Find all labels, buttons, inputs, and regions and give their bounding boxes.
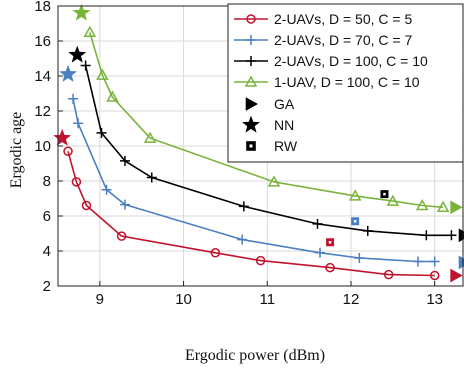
legend-marker [242,115,260,133]
legend-entry: 2-UAVs, D = 70, C = 7 [234,32,412,48]
data-point [143,131,157,143]
legend: 2-UAVs, D = 50, C = 5 2-UAVs, D = 70, C =… [227,3,464,163]
legend-label: GA [274,96,295,112]
x-tick-label: 11 [259,291,275,308]
data-point [101,184,112,195]
series-line [89,32,444,209]
legend-marker [244,75,258,87]
data-point [146,172,157,183]
data-point [421,230,432,241]
data-point [267,175,281,187]
legend-marker [246,141,256,151]
y-tick-label: 4 [43,243,51,260]
legend-label: 1-UAV, D = 100, C = 10 [274,74,420,90]
legend-entry: 2-UAVs, D = 50, C = 5 [234,11,412,27]
scheme-point-nn [53,128,72,146]
y-axis-title: Ergodic age [8,112,25,189]
data-point [238,201,249,212]
x-tick-label: 9 [96,291,104,308]
data-point [386,194,400,206]
legend-box [227,3,464,163]
y-tick-label: 16 [34,33,51,50]
x-tick-label: 12 [343,291,360,308]
x-tick-label: 10 [175,291,192,308]
series-layer [63,25,457,281]
data-point [96,127,107,138]
data-point [68,93,79,104]
y-tick-label: 6 [43,208,51,225]
series-2 [68,93,440,267]
data-point [210,248,221,258]
legend-marker [246,35,256,45]
legend-label: 2-UAVs, D = 100, C = 10 [274,53,428,69]
data-point [362,225,373,236]
data-point [119,155,130,166]
data-point [63,146,73,156]
data-point [80,60,91,71]
data-point [116,231,127,241]
y-tick-label: 18 [34,0,51,15]
series-1 [63,146,440,281]
data-point [119,199,130,210]
y-tick-label: 14 [34,68,51,85]
data-point [446,230,457,241]
legend-marker [246,56,256,66]
legend-entry: 2-UAVs, D = 100, C = 10 [234,53,428,69]
data-point [312,218,323,229]
scheme-point-nn [68,45,87,63]
legend-marker [246,14,256,24]
data-point [429,256,440,267]
data-point [348,189,362,201]
data-point [325,262,335,273]
data-point [415,198,429,211]
scheme-point-nn [72,3,91,21]
data-point [315,247,326,258]
data-point [255,255,266,266]
legend-entry: 1-UAV, D = 100, C = 10 [234,74,420,90]
legend-marker [245,97,259,111]
scheme-point-rw [326,238,335,247]
y-tick-label: 12 [34,103,51,120]
data-point [354,253,365,263]
legend-label: 2-UAVs, D = 70, C = 7 [274,32,412,48]
data-point [106,90,119,102]
x-tick-label: 13 [426,291,443,308]
data-point [73,118,84,129]
data-point [383,269,394,280]
data-point [436,200,450,212]
series-4 [83,25,450,212]
y-tick-label: 2 [43,278,51,295]
scheme-point-ga [450,200,463,215]
legend-entry: GA [245,96,295,112]
x-axis-title: Ergodic power (dBm) [185,347,325,364]
legend-label: 2-UAVs, D = 50, C = 5 [274,11,412,27]
legend-entry: RW [246,138,298,154]
y-tick-label: 10 [34,138,51,155]
scheme-point-rw [380,190,389,199]
series-line [67,151,435,277]
legend-label: RW [274,138,298,154]
y-tick-label: 8 [43,173,51,190]
legend-label: NN [274,117,294,133]
series-3 [80,60,457,241]
axes: 9 10 11 12 13 2 4 6 8 10 12 14 16 18 [34,0,443,308]
data-point [81,200,92,211]
data-point [96,68,109,80]
scheme-point-nn [59,64,78,82]
scheme-point-ga [450,268,463,283]
data-point [237,234,248,245]
data-point [412,256,423,267]
data-point [83,25,97,37]
data-point [429,270,440,281]
legend-entry: NN [242,115,294,133]
scheme-point-rw [351,217,360,226]
data-point [71,177,82,187]
